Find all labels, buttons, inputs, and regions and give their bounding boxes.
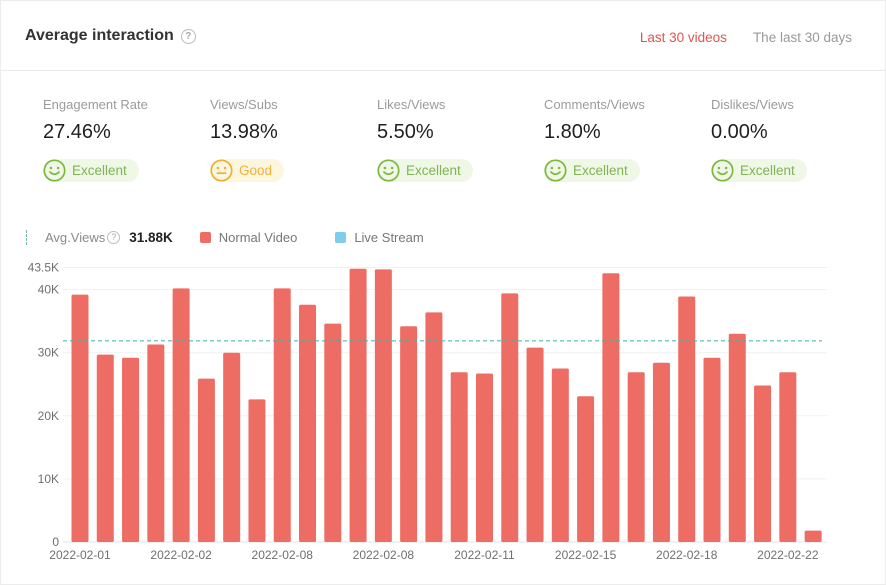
rating-badge: Excellent bbox=[544, 159, 640, 182]
smiley-icon bbox=[544, 159, 567, 182]
metric-views-subs: Views/Subs 13.98% Good bbox=[210, 97, 377, 182]
normal-video-bar[interactable] bbox=[248, 399, 266, 542]
x-axis-tick: 2022-02-15 bbox=[555, 548, 617, 562]
y-axis-tick: 30K bbox=[38, 346, 59, 360]
x-axis-tick: 2022-02-01 bbox=[49, 548, 111, 562]
legend-item-normal-video[interactable]: Normal Video bbox=[199, 229, 298, 245]
normal-video-bar[interactable] bbox=[551, 368, 569, 542]
help-icon[interactable]: ? bbox=[180, 28, 196, 44]
card-header: Average interaction ? Last 30 videos The… bbox=[1, 1, 885, 71]
normal-video-bar[interactable] bbox=[147, 344, 165, 542]
page-title: Average interaction bbox=[25, 27, 174, 44]
avg-views-label: Avg.Views bbox=[45, 229, 106, 245]
rating-label: Excellent bbox=[573, 163, 628, 178]
normal-video-bar[interactable] bbox=[501, 293, 519, 542]
normal-video-bar[interactable] bbox=[754, 385, 772, 542]
normal-video-bar[interactable] bbox=[602, 273, 620, 542]
metric-label: Views/Subs bbox=[210, 97, 278, 112]
normal-video-bar[interactable] bbox=[400, 326, 418, 542]
rating-label: Excellent bbox=[740, 163, 795, 178]
normal-video-bar[interactable] bbox=[273, 288, 291, 542]
metric-value: 1.80% bbox=[544, 121, 601, 143]
y-axis-tick: 43.5K bbox=[28, 261, 59, 275]
rating-label: Excellent bbox=[72, 163, 127, 178]
smiley-icon bbox=[43, 159, 66, 182]
metric-label: Dislikes/Views bbox=[711, 97, 794, 112]
metric-label: Comments/Views bbox=[544, 97, 645, 112]
y-axis-tick: 20K bbox=[38, 409, 59, 423]
metric-label: Likes/Views bbox=[377, 97, 446, 112]
normal-video-bar[interactable] bbox=[71, 294, 89, 542]
x-axis-tick: 2022-02-22 bbox=[757, 548, 819, 562]
normal-video-bar[interactable] bbox=[627, 372, 645, 542]
normal-video-bar[interactable] bbox=[577, 396, 595, 542]
normal-video-bar[interactable] bbox=[475, 373, 493, 542]
x-axis-tick: 2022-02-11 bbox=[454, 548, 515, 562]
smiley-icon bbox=[711, 159, 734, 182]
views-bar-chart: 0 10K 20K 30K 40K 43.5K 2022-02-01 2022-02-02 20… bbox=[28, 261, 827, 562]
normal-video-swatch-icon bbox=[199, 231, 211, 243]
avg-line-marker-icon bbox=[26, 229, 27, 245]
rating-badge: Excellent bbox=[377, 159, 473, 182]
normal-video-bar[interactable] bbox=[374, 269, 392, 542]
x-axis-tick: 2022-02-02 bbox=[150, 548, 212, 562]
normal-video-bar[interactable] bbox=[172, 288, 190, 542]
normal-video-bar[interactable] bbox=[526, 347, 544, 542]
metrics-row: Engagement Rate 27.46% Excellent Views/S… bbox=[43, 97, 878, 182]
normal-video-bar[interactable] bbox=[122, 357, 140, 542]
metric-value: 27.46% bbox=[43, 121, 111, 143]
metric-label: Engagement Rate bbox=[43, 97, 148, 112]
normal-video-bar[interactable] bbox=[703, 357, 721, 542]
y-axis-tick: 40K bbox=[38, 283, 59, 297]
legend-label: Normal Video bbox=[218, 229, 298, 245]
rating-badge: Good bbox=[210, 159, 285, 182]
metric-value: 5.50% bbox=[377, 121, 434, 143]
y-axis-tick: 10K bbox=[38, 472, 59, 486]
y-axis-tick: 0 bbox=[52, 535, 59, 549]
metric-engagement-rate: Engagement Rate 27.46% Excellent bbox=[43, 97, 210, 182]
x-axis-tick: 2022-02-08 bbox=[353, 548, 415, 562]
smiley-icon bbox=[377, 159, 400, 182]
live-stream-swatch-icon bbox=[335, 231, 347, 243]
avg-views-value: 31.88K bbox=[129, 229, 173, 245]
normal-video-bar[interactable] bbox=[197, 378, 215, 542]
x-axis-tick: 2022-02-08 bbox=[252, 548, 314, 562]
normal-video-bar[interactable] bbox=[349, 268, 367, 542]
rating-badge: Excellent bbox=[43, 159, 139, 182]
normal-video-bar[interactable] bbox=[450, 372, 468, 542]
normal-video-bar[interactable] bbox=[678, 296, 696, 542]
normal-video-bar[interactable] bbox=[299, 304, 317, 542]
metric-comments-views: Comments/Views 1.80% Excellent bbox=[544, 97, 711, 182]
smiley-icon bbox=[210, 159, 233, 182]
normal-video-bar[interactable] bbox=[96, 354, 114, 542]
range-tabs: Last 30 videos The last 30 days bbox=[640, 30, 852, 45]
tab-last-30-days[interactable]: The last 30 days bbox=[752, 30, 852, 45]
normal-video-bar[interactable] bbox=[728, 333, 746, 542]
metric-likes-views: Likes/Views 5.50% Excellent bbox=[377, 97, 544, 182]
normal-video-bar[interactable] bbox=[223, 352, 241, 542]
rating-badge: Excellent bbox=[711, 159, 807, 182]
tab-last-30-videos[interactable]: Last 30 videos bbox=[639, 30, 727, 45]
normal-video-bar[interactable] bbox=[324, 323, 342, 542]
chart-legend: Avg.Views ? 31.88K Normal Video Live Str… bbox=[26, 228, 424, 246]
legend-item-live-stream[interactable]: Live Stream bbox=[335, 229, 424, 245]
legend-label: Live Stream bbox=[354, 229, 424, 245]
rating-label: Good bbox=[239, 163, 273, 178]
normal-video-bar[interactable] bbox=[652, 362, 670, 542]
metric-value: 13.98% bbox=[210, 121, 278, 143]
x-axis-tick: 2022-02-18 bbox=[656, 548, 718, 562]
normal-video-bar[interactable] bbox=[425, 312, 443, 542]
metric-dislikes-views: Dislikes/Views 0.00% Excellent bbox=[711, 97, 878, 182]
normal-video-bar[interactable] bbox=[779, 372, 797, 542]
metric-value: 0.00% bbox=[711, 121, 768, 143]
rating-label: Excellent bbox=[406, 163, 461, 178]
avg-help-icon[interactable]: ? bbox=[107, 230, 121, 244]
normal-video-bar[interactable] bbox=[804, 530, 822, 542]
